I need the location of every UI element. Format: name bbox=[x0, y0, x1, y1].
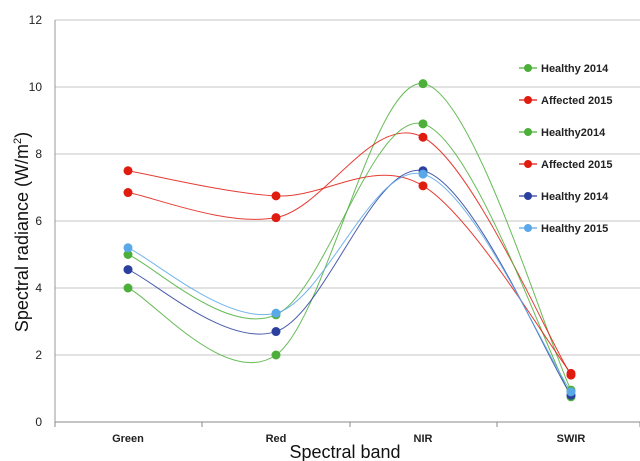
legend-label: Affected 2015 bbox=[541, 159, 613, 171]
data-point-series-1 bbox=[271, 350, 281, 360]
series-line-4 bbox=[127, 170, 572, 374]
data-point-series-4 bbox=[271, 191, 281, 201]
series-curves bbox=[127, 83, 572, 398]
y-tick-label: 6 bbox=[35, 214, 42, 228]
y-axis-title-main: Spectral radiance (W/m bbox=[12, 144, 32, 332]
legend-marker bbox=[524, 128, 532, 136]
data-point-series-4 bbox=[123, 166, 133, 176]
series-line-1 bbox=[127, 83, 572, 391]
legend-marker bbox=[524, 64, 532, 72]
legend-label: Healthy 2014 bbox=[541, 63, 609, 75]
data-point-series-5 bbox=[271, 327, 281, 337]
legend-label: Affected 2015 bbox=[541, 95, 613, 107]
y-axis-title-tail: ) bbox=[12, 132, 32, 138]
data-point-series-4 bbox=[566, 368, 576, 378]
x-axis: Green Red NIR SWIR bbox=[54, 20, 640, 445]
data-point-series-6 bbox=[123, 243, 133, 253]
y-tick-label: 2 bbox=[35, 348, 42, 362]
data-point-series-1 bbox=[123, 283, 133, 293]
data-point-series-5 bbox=[123, 265, 133, 275]
legend-label: Healthy2014 bbox=[541, 127, 606, 139]
data-point-series-6 bbox=[418, 169, 428, 179]
legend-marker bbox=[524, 224, 532, 232]
series-line-2 bbox=[127, 132, 572, 376]
data-point-series-3 bbox=[418, 119, 428, 129]
y-tick-label: 4 bbox=[35, 281, 42, 295]
y-axis-title-superscript: 2 bbox=[12, 138, 24, 144]
legend-marker bbox=[524, 160, 532, 168]
series-line-3 bbox=[127, 122, 572, 398]
series-points bbox=[123, 79, 576, 402]
grid-lines bbox=[55, 19, 640, 356]
y-tick-label: 0 bbox=[35, 415, 42, 429]
series-line-6 bbox=[127, 172, 572, 393]
data-point-series-3 bbox=[123, 250, 133, 259]
y-tick-label: 10 bbox=[29, 80, 43, 94]
legend-label: Healthy 2015 bbox=[541, 223, 608, 235]
data-point-series-4 bbox=[418, 181, 428, 191]
legend-marker bbox=[524, 96, 532, 104]
x-tick-label: Red bbox=[266, 433, 287, 445]
data-point-series-2 bbox=[418, 132, 428, 142]
y-axis-ticks: 0 2 4 6 8 10 12 bbox=[29, 13, 43, 429]
x-tick-label: NIR bbox=[414, 433, 433, 445]
legend-marker bbox=[524, 192, 532, 200]
data-point-series-2 bbox=[271, 213, 281, 223]
y-axis-title: Spectral radiance (W/m2) bbox=[12, 132, 32, 332]
legend-label: Healthy 2014 bbox=[541, 191, 609, 203]
x-tick-label: Green bbox=[112, 433, 144, 445]
data-point-series-1 bbox=[418, 79, 428, 89]
x-axis-title: Spectral band bbox=[289, 442, 400, 461]
data-point-series-6 bbox=[271, 308, 281, 318]
data-point-series-2 bbox=[123, 188, 133, 198]
y-tick-label: 8 bbox=[35, 147, 42, 161]
y-tick-label: 12 bbox=[29, 13, 43, 27]
data-point-series-6 bbox=[566, 387, 576, 397]
x-tick-label: SWIR bbox=[557, 433, 586, 445]
series-line-5 bbox=[127, 170, 572, 396]
legend: Healthy 2014 Affected 2015 Healthy2014 Affe… bbox=[519, 63, 613, 235]
